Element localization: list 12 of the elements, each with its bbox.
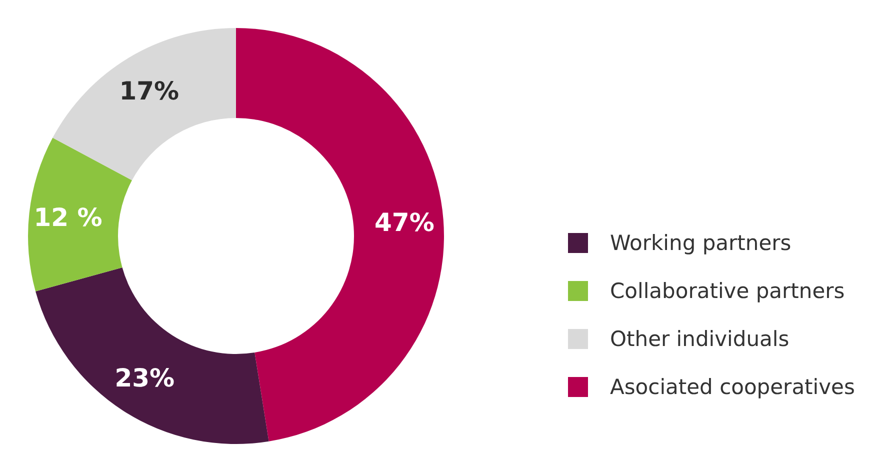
donut-slice <box>36 267 269 444</box>
donut-slice <box>236 28 444 442</box>
legend-label: Working partners <box>610 231 792 255</box>
legend-label: Other individuals <box>610 327 790 351</box>
data-label: 47% <box>374 208 434 238</box>
data-label: 12 % <box>34 202 102 232</box>
data-label: 23% <box>114 364 175 393</box>
legend-label: Asociated cooperatives <box>610 375 855 399</box>
donut-slice <box>52 28 236 180</box>
donut-slice <box>28 138 132 292</box>
data-label: 17% <box>119 76 180 106</box>
legend-label: Collaborative partners <box>610 279 845 303</box>
